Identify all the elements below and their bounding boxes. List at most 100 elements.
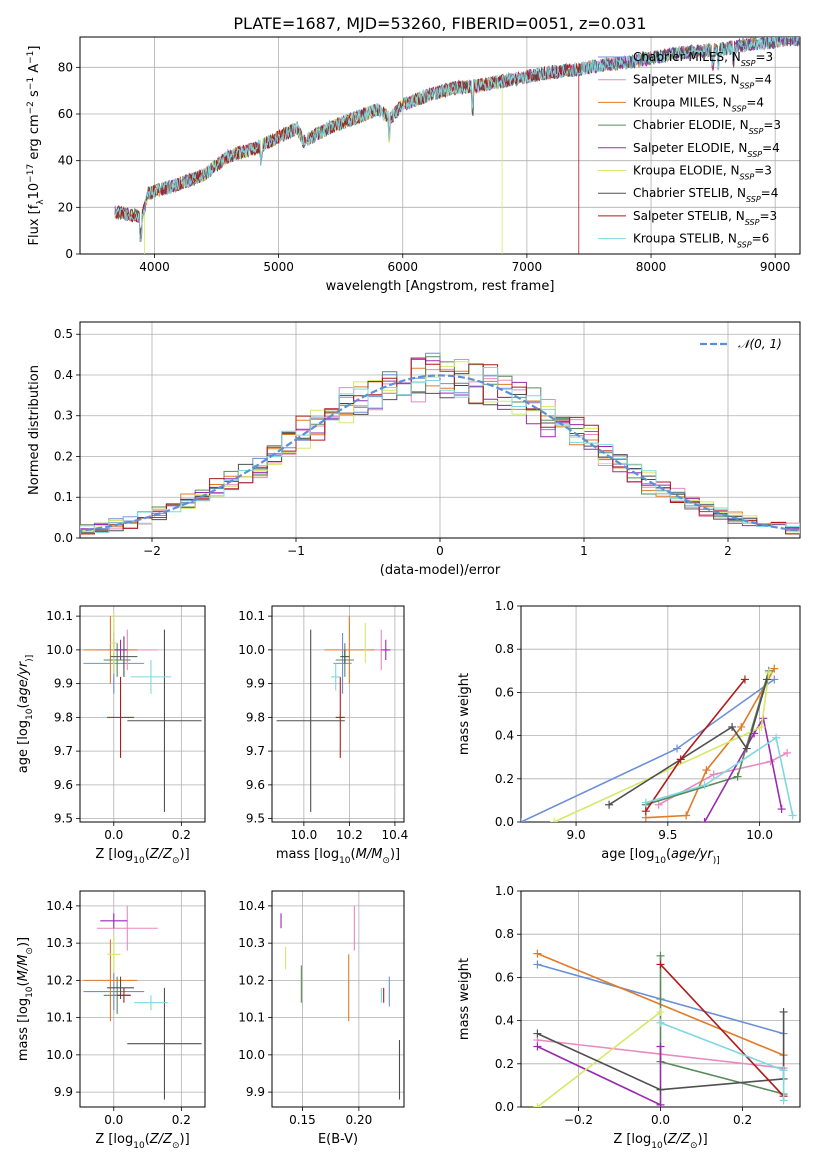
legend-entry-name: Salpeter MILES, N bbox=[633, 73, 740, 87]
axes-mass-vs-EBV: 0.15 0.20 9.9 10.0 10.1 10.2 10.3 10.4 E(B-V) bbox=[238, 890, 405, 1147]
x-axis-label-part: ⊙ bbox=[172, 856, 180, 866]
x-axis-label-part: ⊙ bbox=[690, 1141, 698, 1151]
x-axis-label: mass [log10(M/M⊙)] bbox=[276, 847, 400, 866]
y-tick-label: 0.4 bbox=[495, 729, 514, 743]
series-marker bbox=[656, 1018, 665, 1027]
y-axis-label-part: M/M bbox=[16, 955, 31, 982]
y-tick-label: 40 bbox=[58, 154, 73, 168]
x-tick-label: 0 bbox=[436, 544, 444, 558]
series-marker bbox=[656, 951, 665, 960]
series-marker bbox=[742, 744, 751, 753]
series-line bbox=[659, 963, 785, 1097]
series-line bbox=[536, 1011, 661, 1107]
x-tick-label: 10.0 bbox=[746, 828, 773, 842]
series-marker bbox=[766, 757, 775, 766]
legend-entry-sub: SSP bbox=[746, 195, 761, 204]
series-marker bbox=[728, 722, 737, 731]
y-tick-label: 0.8 bbox=[495, 927, 514, 941]
y-tick-label: 0.2 bbox=[495, 1057, 514, 1071]
x-tick-label: −2 bbox=[143, 544, 161, 558]
axes-mass-weight-vs-age: 9.0 9.5 10.0 0.0 0.2 0.4 0.6 0.8 1.0 age [log10(a… bbox=[457, 599, 801, 866]
plot-area bbox=[114, 37, 800, 254]
series-line bbox=[658, 752, 788, 806]
x-tick-label: 0.15 bbox=[289, 1113, 316, 1127]
y-axis-label: age [log10(age/yr)] bbox=[16, 655, 35, 773]
series-marker bbox=[533, 1103, 542, 1107]
legend-entry-name: Chabrier ELODIE, N bbox=[633, 118, 749, 132]
x-tick-label: 6000 bbox=[387, 260, 418, 274]
y-axis-label-part: age [log bbox=[16, 720, 31, 773]
x-axis-label-part: )] bbox=[180, 847, 190, 862]
errorbar-point bbox=[107, 935, 121, 973]
legend-entry-name: Salpeter ELODIE, N bbox=[633, 141, 747, 155]
axes-age-vs-Z: 0.0 0.29.59.69.79.89.910.010.1Z [log10(Z/… bbox=[16, 605, 206, 866]
series-line bbox=[645, 668, 775, 819]
errorbar-point bbox=[130, 660, 172, 694]
series-line bbox=[608, 679, 768, 806]
x-axis-label: wavelength [Angstrom, rest frame] bbox=[326, 279, 555, 294]
y-axis-label-part: age/yr bbox=[16, 660, 31, 703]
y-tick-label: 9.6 bbox=[246, 778, 265, 792]
series-marker bbox=[673, 744, 682, 753]
y-tick-label: 0 bbox=[65, 247, 73, 261]
y-axis-label: mass [log10(M/M⊙)] bbox=[16, 937, 35, 1061]
x-axis-label: Z [log10(Z/Z⊙)] bbox=[95, 847, 189, 866]
errorbar-point bbox=[127, 629, 202, 812]
errorbar-point bbox=[331, 663, 341, 691]
y-axis-label-part: erg cm bbox=[27, 114, 42, 163]
series-marker bbox=[733, 772, 742, 781]
series-marker bbox=[770, 664, 779, 673]
plot-area bbox=[83, 612, 202, 812]
x-axis-label-part: 10 bbox=[133, 856, 145, 866]
legend-entry-suffix: =4 bbox=[746, 95, 764, 109]
x-tick-label: 10.2 bbox=[336, 828, 363, 842]
x-axis-label: Z [log10(Z/Z⊙)] bbox=[613, 1132, 707, 1151]
series-marker bbox=[737, 722, 746, 731]
x-axis-label-part: )] bbox=[390, 847, 400, 862]
series-marker bbox=[770, 675, 779, 684]
errorbar-point bbox=[83, 939, 138, 1022]
legend-entry-sub: SSP bbox=[737, 240, 752, 249]
y-tick-label: 0.4 bbox=[54, 368, 73, 382]
y-tick-label: 10.3 bbox=[46, 936, 73, 950]
y-axis-label: Flux [fλ10−17 erg cm−2 s−1 A−1] bbox=[26, 46, 46, 246]
errorbar-point bbox=[103, 643, 131, 677]
legend-entry: Kroupa ELODIE, NSSP=3 bbox=[633, 164, 772, 182]
legend-entry-name: Salpeter STELIB, N bbox=[633, 209, 745, 223]
x-axis-label-part: Z/Z bbox=[149, 847, 173, 862]
x-tick-label: −1 bbox=[287, 544, 305, 558]
y-axis-label-part: −1 bbox=[26, 77, 36, 90]
x-axis-label-part: ( bbox=[666, 847, 671, 862]
x-axis-label-part: M/M bbox=[356, 847, 383, 862]
y-tick-label: 9.9 bbox=[246, 677, 265, 691]
plot-area bbox=[83, 905, 202, 1100]
axes-mass-vs-Z: 0.0 0.29.910.010.110.210.310.4Z [log10(Z/… bbox=[16, 890, 206, 1151]
x-tick-label: −0.2 bbox=[564, 1113, 593, 1127]
series-marker bbox=[656, 1042, 665, 1051]
y-tick-label: 9.7 bbox=[54, 744, 73, 758]
legend-entry-name: Chabrier STELIB, N bbox=[633, 186, 746, 200]
axes-frame bbox=[271, 890, 405, 1108]
x-axis-label-part: ⊙ bbox=[172, 1141, 180, 1151]
legend-entry-suffix: =6 bbox=[752, 232, 770, 246]
series-marker bbox=[656, 1100, 665, 1107]
series-marker bbox=[654, 800, 663, 809]
x-axis-label-part: Z [log bbox=[613, 1132, 651, 1147]
y-axis-label-part: λ bbox=[36, 199, 46, 205]
y-tick-label: 10.0 bbox=[238, 643, 265, 657]
y-tick-label: 0.4 bbox=[495, 1014, 514, 1028]
axes-residual-histogram: −2 −1 0 1 2 0.0 0.1 0.2 0.3 0.4 0.5 (data-model)/er… bbox=[27, 321, 801, 578]
y-tick-label: 10.2 bbox=[238, 973, 265, 987]
y-axis-label-part: ] bbox=[27, 46, 42, 51]
errorbar-point bbox=[117, 987, 131, 1003]
legend-entry-name: Kroupa STELIB, N bbox=[633, 232, 737, 246]
legend-entry: Salpeter ELODIE, NSSP=4 bbox=[633, 141, 780, 159]
x-tick-label: 10.0 bbox=[291, 828, 318, 842]
x-axis-label-part: ( bbox=[663, 1132, 668, 1147]
legend-entry-suffix: =4 bbox=[761, 186, 779, 200]
y-tick-label: 0.0 bbox=[54, 531, 73, 545]
errorbar-point bbox=[96, 905, 158, 951]
x-tick-label: 4000 bbox=[139, 260, 170, 274]
x-tick-label: 9000 bbox=[760, 260, 791, 274]
x-axis-label-part: age/yr bbox=[671, 847, 714, 862]
